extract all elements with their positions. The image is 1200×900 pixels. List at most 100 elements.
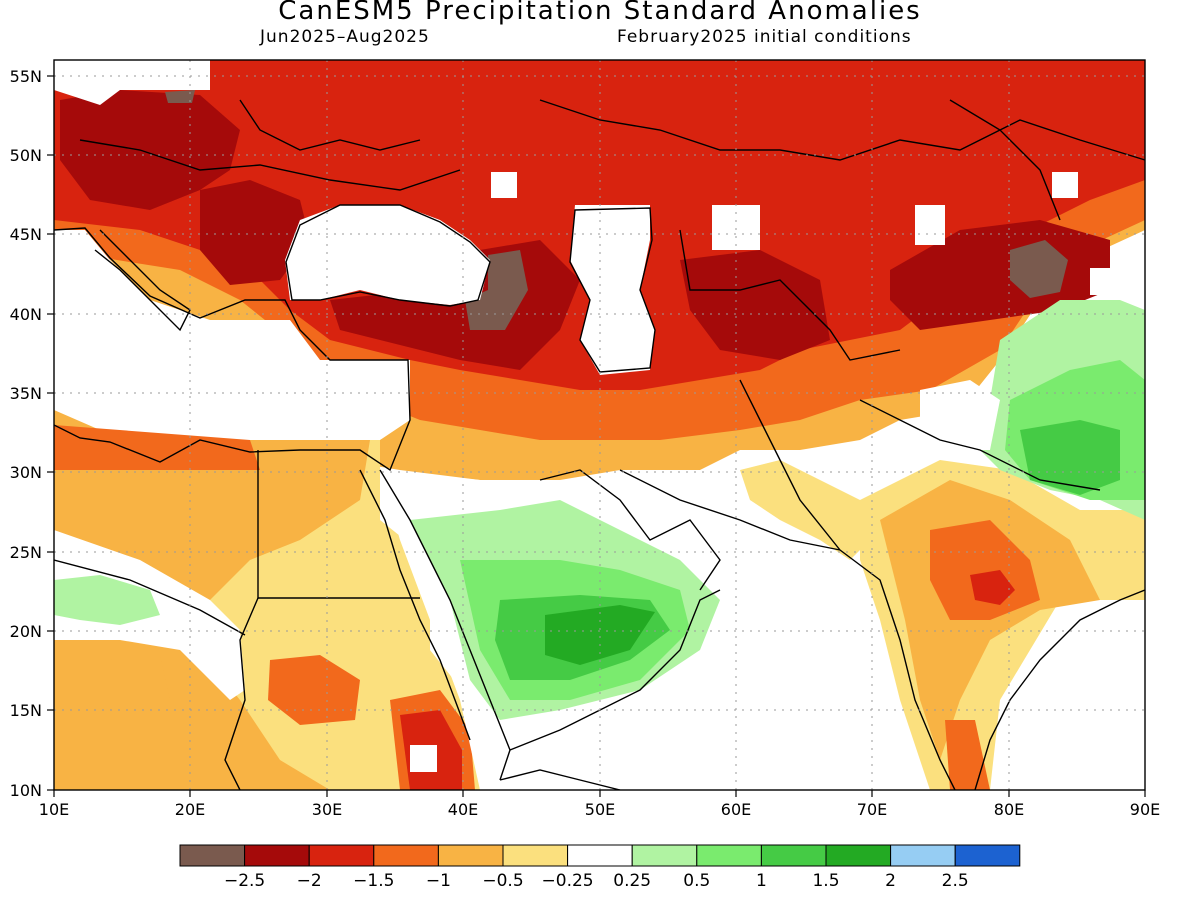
dry-extreme-ukraine [165,90,195,103]
india-west-coast [839,549,956,790]
y-tick-30n: 30N [10,463,42,482]
y-tick-20n: 20N [10,622,42,641]
anomaly-field [54,60,1145,790]
colorbar-swatch [308,844,375,867]
black-sea-coast [285,204,491,307]
y-tick-50n: 50N [10,146,42,165]
colorbar-swatch [567,844,633,867]
dry-core-balkans [200,180,310,285]
lake-mask-1 [491,172,517,198]
africa-orange-spot [268,655,360,725]
dry-core-central-asia [680,250,830,360]
south-asia-orange [930,520,1040,620]
x-tick-80e: 80E [994,800,1024,819]
y-tick-45n: 45N [10,225,42,244]
x-tick-60e: 60E [721,800,751,819]
colorbar-swatch [244,844,310,867]
border-europe-1 [79,139,461,191]
colorbar-swatch [437,844,504,867]
x-tick-10e: 10E [39,800,69,819]
dry-extreme-caucasus [465,250,528,330]
colorbar-label: −0.25 [542,871,594,891]
colorbar-swatch [696,844,762,867]
india-white-tip [740,460,880,560]
colorbar-label: −1.5 [353,871,394,891]
dry-core-east [890,220,1110,330]
colorbar-swatch [631,844,698,867]
y-tick-35n: 35N [10,384,42,403]
aral-mask [712,205,760,250]
border-asia-north-2 [949,99,1061,221]
india-east-coast [974,589,1145,790]
colorbar-swatch [760,844,827,867]
colorbar-swatch [954,844,1021,867]
africa-white-spot [410,745,437,772]
map-title: CanESM5 Precipitation Standard Anomalies [278,0,922,26]
x-tick-70e: 70E [857,800,887,819]
colorbar-label: −2.5 [224,871,265,891]
coastlines [54,99,1145,790]
red-sea-coast [379,469,511,781]
iran-coast [619,469,841,551]
x-tick-40e: 40E [448,800,478,819]
colorbar-label: 2.5 [942,871,969,891]
colorbar-swatch [502,844,569,867]
caspian-mask [570,205,655,375]
black-sea-mask [285,205,490,305]
africa-horn [499,769,621,790]
south-india-orange [945,720,990,790]
africa-green [54,575,160,625]
border-europe-2 [239,99,421,151]
lake-mask-3 [1090,268,1118,295]
mediterranean-coast [54,227,411,472]
colorbar-label: −2 [297,871,322,891]
x-tick-50e: 50E [585,800,615,819]
colorbar: −2.5 −2 −1.5 −1 −0.5 −0.25 0.25 0.5 1 1.5 2 2.5 [179,844,1021,891]
x-tick-20e: 20E [175,800,205,819]
colorbar-label: −0.5 [482,871,523,891]
red-sea-west [359,469,471,741]
caspian-coast [569,207,656,373]
gulf-coast [539,469,721,591]
border-asia-1 [679,229,901,361]
border-chad [54,559,246,636]
x-tick-30e: 30E [312,800,342,819]
colorbar-label: 1.5 [812,871,839,891]
y-tick-55n: 55N [10,67,42,86]
y-tick-10n: 10N [10,781,42,800]
colorbar-label: 0.25 [613,871,651,891]
colorbar-label: 0.5 [683,871,710,891]
tick-marks [47,75,1146,797]
y-tick-15n: 15N [10,701,42,720]
border-sudan [224,597,259,790]
dry-core-west [60,90,240,210]
colorbar-swatch [890,844,956,867]
africa-orange-north [54,425,260,470]
initial-conditions: February2025 initial conditions [617,27,912,47]
tibet-wet-core [1020,420,1120,495]
border-asia-north [539,99,1145,161]
tibet-white-gap [920,380,1000,450]
graticule [54,60,1145,790]
colorbar-swatch [179,844,246,867]
colorbar-label: 1 [756,871,767,891]
mediterranean-mask [54,230,410,440]
north-mask [54,60,210,105]
arabia-south-coast [509,589,721,751]
balkhash-mask [915,205,945,245]
lake-mask-2 [1052,172,1078,198]
x-tick-90e: 90E [1130,800,1160,819]
y-tick-40n: 40N [10,305,42,324]
italy-coast [94,229,191,332]
colorbar-swatch [373,844,439,867]
colorbar-label: −1 [426,871,451,891]
border-asia-2 [739,379,841,551]
colorbar-label: 2 [885,871,896,891]
y-tick-25n: 25N [10,543,42,562]
forecast-period: Jun2025–Aug2025 [260,27,430,47]
border-asia-3 [859,399,1101,491]
arabia-wet-peak [545,605,655,665]
dry-extreme-east [1010,240,1068,298]
south-asia-red [970,570,1015,605]
